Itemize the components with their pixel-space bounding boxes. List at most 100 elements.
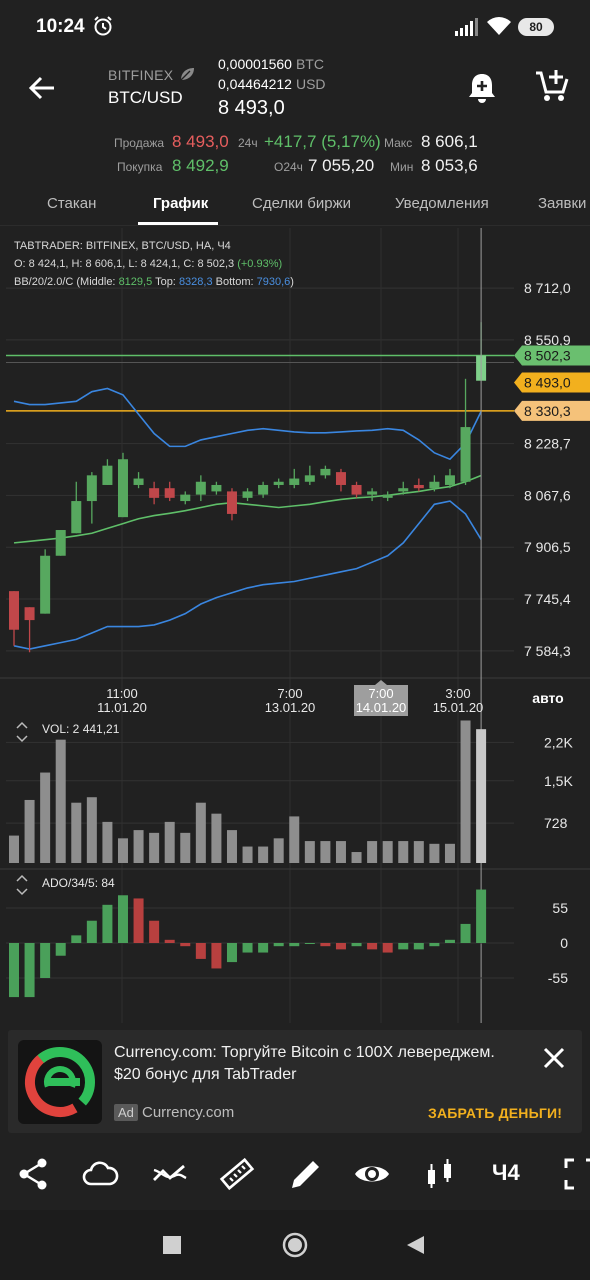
ado-bar [367, 943, 378, 950]
cloud-icon[interactable] [80, 1154, 120, 1194]
timeframe-button[interactable]: Ч4 [492, 1160, 520, 1185]
status-time: 10:24 [36, 16, 85, 37]
volume-bar [195, 802, 206, 863]
candle [367, 491, 378, 495]
bb-suffix: ) [290, 276, 294, 288]
volume-bar [320, 841, 331, 863]
system-nav-bar [0, 1210, 590, 1280]
sell-label: Продажа [114, 136, 165, 150]
chart-canvas[interactable]: 8 712,0 8 550,9 8 228,7 8 067,6 7 906,5 7 745… [0, 228, 590, 1028]
active-tab-indicator [138, 222, 218, 225]
volume-bar [382, 841, 393, 863]
candle [9, 591, 19, 630]
ad-banner[interactable]: Currency.com: Торгуйте Bitcoin с 100X ле… [8, 1030, 582, 1133]
volume-bar [133, 830, 144, 863]
ado-bar [9, 943, 19, 998]
time-tick-date: 11.01.20 [97, 700, 147, 715]
price-tag-level [514, 400, 590, 421]
share-icon[interactable] [14, 1154, 54, 1194]
candle [258, 484, 269, 495]
tab-notifications[interactable]: Уведомления [395, 195, 489, 212]
pencil-icon[interactable] [286, 1154, 326, 1194]
back-nav-icon[interactable] [404, 1234, 426, 1256]
bb-bottom-line [13, 500, 482, 650]
candle [102, 465, 113, 485]
conversion-usd-unit: USD [295, 76, 326, 92]
price-tag-ask [514, 372, 590, 393]
tab-orders[interactable]: Заявки [538, 195, 587, 212]
conversion-usd: 0,04464212 USD [218, 76, 326, 92]
price-tick-label: 8 712,0 [524, 280, 571, 296]
tab-chart[interactable]: График [153, 195, 209, 212]
chart-legend-bb: BB/20/2.0/C (Middle: 8129,5 Top: 8328,3 … [14, 276, 294, 288]
price-tag-label: 8 330,3 [524, 403, 571, 419]
ado-tick-label: 0 [560, 935, 568, 951]
tab-trades[interactable]: Сделки биржи [252, 195, 352, 212]
candle [149, 488, 160, 498]
volume-bar [226, 830, 237, 863]
home-icon[interactable] [281, 1231, 309, 1259]
fullscreen-icon[interactable] [560, 1154, 590, 1194]
alarm-icon [94, 16, 112, 36]
close-icon[interactable] [538, 1042, 570, 1074]
exchange-name: BITFINEX [108, 66, 195, 83]
tab-orderbook[interactable]: Стакан [47, 195, 97, 212]
volume-bar [117, 838, 128, 863]
volume-bar [476, 729, 487, 863]
eye-icon[interactable] [352, 1154, 392, 1194]
volume-bar [273, 838, 284, 863]
back-button[interactable] [24, 70, 60, 106]
ado-bar [40, 943, 51, 978]
ado-legend: ADO/34/5: 84 [42, 876, 115, 890]
add-to-cart-button[interactable] [532, 66, 572, 106]
ado-bar [133, 898, 144, 943]
volume-bar [444, 843, 455, 863]
time-tick-time: 7:00 [368, 686, 393, 701]
ad-logo [18, 1040, 102, 1124]
bb-bottom-label: Bottom: [212, 276, 257, 288]
ado-bar [180, 943, 191, 947]
status-bar: 10:24 80 [0, 0, 590, 56]
ruler-icon[interactable] [216, 1154, 256, 1194]
chart-legend-ohlc: O: 8 424,1, H: 8 606,1, L: 8 424,1, C: 8… [14, 258, 282, 270]
signal-icon [455, 18, 478, 36]
candle [242, 491, 253, 498]
ad-cta-button[interactable]: ЗАБРАТЬ ДЕНЬГИ! [428, 1105, 563, 1121]
ado-bar [476, 889, 487, 943]
candle [195, 481, 206, 495]
time-tick-date: 13.01.20 [265, 700, 316, 715]
volume-bar [211, 813, 222, 863]
buy-value: 8 492,9 [172, 156, 229, 175]
candle [320, 468, 331, 476]
conversion-usd-value: 0,04464212 [218, 76, 292, 92]
ado-bar [211, 943, 222, 969]
chart-toolbar: Ч4 [0, 1140, 590, 1206]
chart-area[interactable]: 8 712,0 8 550,9 8 228,7 8 067,6 7 906,5 7 745… [0, 228, 590, 1028]
candle [304, 475, 315, 482]
candle [289, 478, 300, 485]
time-tick-time: 7:00 [277, 686, 302, 701]
ado-bar [351, 943, 362, 947]
volume-bar [9, 835, 19, 863]
ado-bar [55, 943, 66, 956]
ado-bar [460, 923, 471, 943]
ado-bar [382, 943, 393, 953]
add-alert-button[interactable] [462, 68, 502, 108]
volume-bar [164, 821, 175, 863]
candles-icon[interactable] [420, 1154, 460, 1194]
high-value: 8 606,1 [421, 132, 478, 151]
volume-bar [40, 772, 51, 863]
volume-bar [289, 816, 300, 863]
ado-bar [195, 943, 206, 959]
ad-title[interactable]: Currency.com: Торгуйте Bitcoin с 100X ле… [114, 1044, 495, 1083]
ado-bar [258, 943, 269, 953]
pair-title: BTC/USD [108, 88, 183, 107]
indicators-icon[interactable] [150, 1154, 190, 1194]
auto-scale-label: авто [532, 690, 563, 706]
ado-bar [273, 943, 284, 947]
candle [413, 484, 424, 489]
ado-bar [398, 943, 409, 950]
time-tick-date: 15.01.20 [433, 700, 484, 715]
price-tag-label: 8 502,3 [524, 348, 571, 364]
recents-icon[interactable] [162, 1235, 182, 1255]
